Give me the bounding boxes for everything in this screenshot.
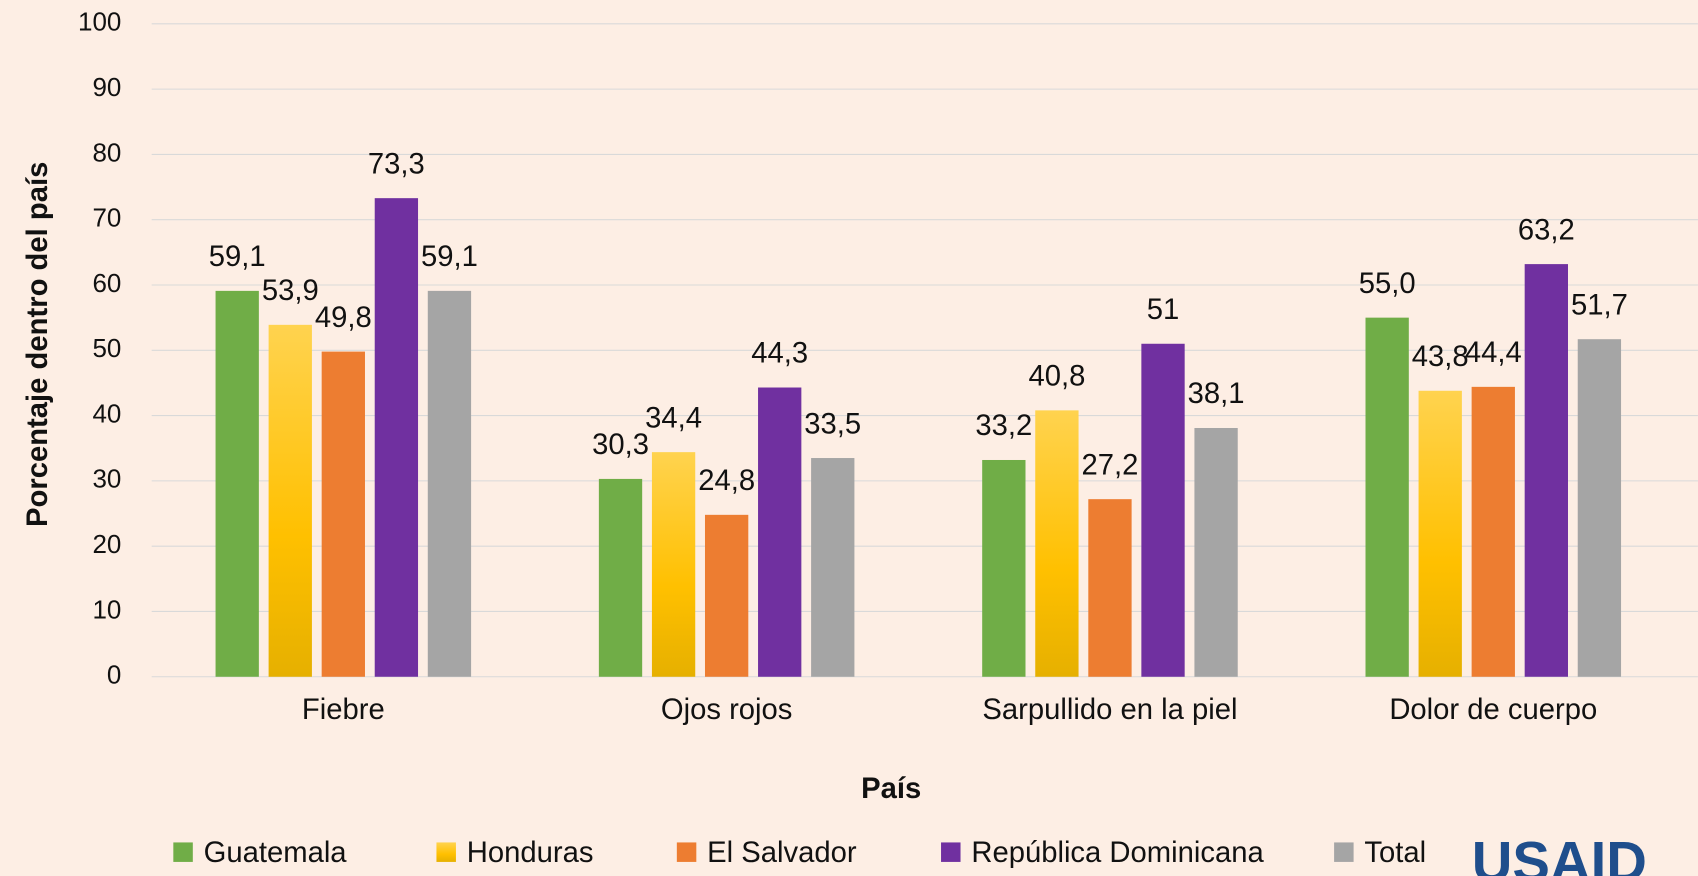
- data-label: 63,2: [1518, 214, 1575, 246]
- data-label: 24,8: [698, 465, 755, 497]
- data-label: 27,2: [1082, 449, 1139, 481]
- bar: [1577, 339, 1622, 677]
- data-label: 44,3: [751, 338, 808, 370]
- data-label: 73,3: [368, 148, 425, 180]
- y-tick-label: 10: [92, 594, 121, 624]
- legend-label: Honduras: [467, 837, 594, 869]
- y-tick-label: 70: [92, 203, 121, 233]
- legend-swatch: [676, 842, 697, 862]
- bar: [704, 514, 749, 677]
- x-axis-label: País: [861, 773, 921, 805]
- bar: [321, 351, 365, 677]
- bar: [811, 458, 855, 677]
- y-tick-label: 0: [107, 660, 121, 690]
- bar: [1365, 317, 1409, 677]
- bar: [1524, 264, 1568, 677]
- legend-label: República Dominicana: [971, 837, 1264, 869]
- bar: [374, 198, 419, 677]
- data-label: 51: [1147, 294, 1180, 326]
- y-tick-label: 90: [92, 72, 121, 102]
- y-tick-label: 50: [92, 333, 121, 363]
- data-label: 51,7: [1571, 289, 1628, 321]
- legend-swatch: [436, 842, 456, 862]
- data-label: 33,2: [975, 410, 1032, 442]
- data-label: 59,1: [209, 241, 266, 273]
- y-tick-label: 40: [92, 398, 121, 428]
- x-tick-label: Ojos rojos: [661, 694, 793, 726]
- legend-label: El Salvador: [707, 837, 857, 869]
- data-label: 53,9: [262, 275, 319, 307]
- logo: USAID: [1472, 830, 1647, 876]
- bar: [268, 324, 312, 677]
- legend-swatch: [1334, 842, 1354, 862]
- bar: [215, 290, 259, 677]
- bar: [982, 459, 1026, 677]
- y-tick-label: 30: [92, 464, 121, 494]
- y-tick-label: 20: [92, 529, 121, 559]
- y-tick-label: 100: [78, 7, 121, 37]
- data-label: 44,4: [1465, 337, 1522, 369]
- bar: [1035, 410, 1079, 677]
- legend-label: Guatemala: [204, 837, 348, 869]
- y-axis-label: Porcentaje dentro del país: [22, 162, 54, 527]
- data-label: 59,1: [421, 241, 478, 273]
- data-label: 55,0: [1359, 268, 1416, 300]
- legend-label: Total: [1364, 837, 1426, 869]
- legend-swatch: [173, 842, 193, 862]
- data-label: 49,8: [315, 302, 372, 334]
- x-tick-label: Dolor de cuerpo: [1389, 694, 1597, 726]
- bar: [427, 290, 472, 677]
- data-label: 33,5: [804, 408, 861, 440]
- bar: [598, 478, 643, 677]
- data-label: 34,4: [645, 402, 702, 434]
- legend-swatch: [941, 842, 961, 862]
- y-tick-label: 80: [92, 137, 121, 167]
- bar: [1471, 386, 1515, 677]
- x-tick-label: Fiebre: [302, 694, 385, 726]
- bar: [1088, 499, 1132, 677]
- data-label: 40,8: [1028, 361, 1085, 393]
- bar: [651, 452, 696, 677]
- x-tick-label: Sarpullido en la piel: [982, 694, 1237, 726]
- y-tick-label: 60: [92, 268, 121, 298]
- bar: [758, 387, 802, 677]
- data-label: 38,1: [1188, 378, 1245, 410]
- bar: [1194, 427, 1238, 677]
- data-label: 43,8: [1412, 341, 1469, 373]
- bar: [1141, 343, 1185, 677]
- data-label: 30,3: [592, 429, 649, 461]
- bar: [1418, 390, 1462, 677]
